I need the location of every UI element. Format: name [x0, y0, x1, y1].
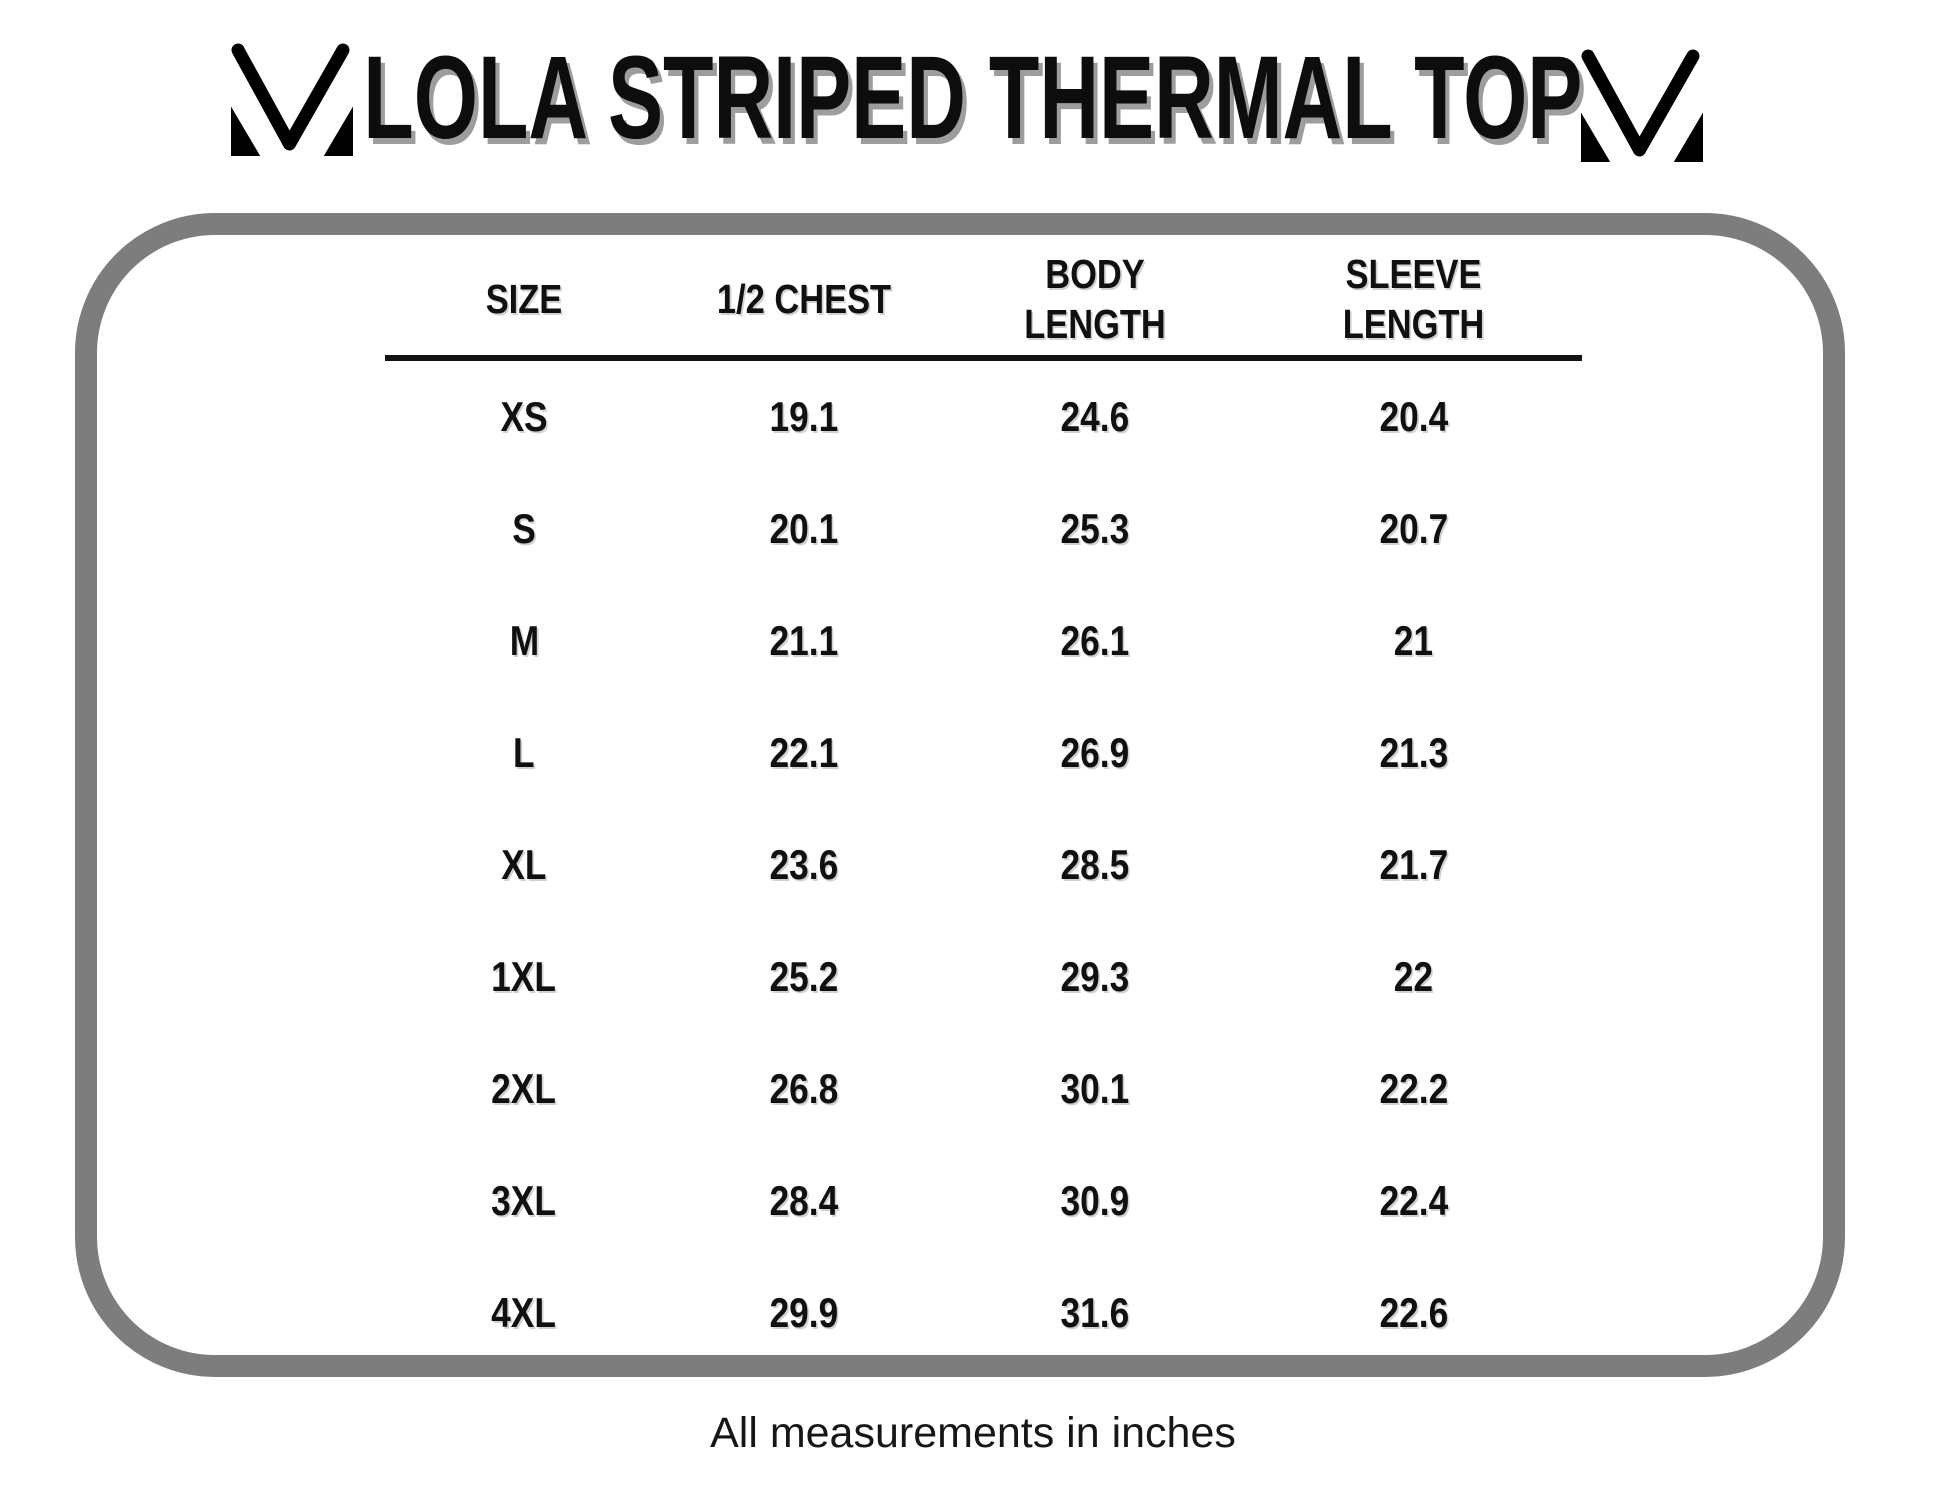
table-row: M 21.1 26.1 21	[385, 585, 1582, 697]
cell-size: 1XL	[491, 953, 557, 1000]
cell-body-length: 31.6	[1060, 1289, 1130, 1336]
cell-size: 2XL	[491, 1065, 557, 1112]
cell-size: M	[509, 617, 539, 664]
table-row: 1XL 25.2 29.3 22	[385, 921, 1582, 1033]
cell-sleeve-length: 21.3	[1379, 729, 1448, 776]
mv-monogram-icon	[231, 43, 353, 156]
cell-half-chest: 23.6	[769, 841, 839, 888]
column-header-half-chest: 1/2 CHEST	[716, 276, 892, 322]
cell-sleeve-length: 22	[1393, 953, 1434, 1000]
cell-sleeve-length: 20.4	[1379, 393, 1448, 440]
table-row: XL 23.6 28.5 21.7	[385, 809, 1582, 921]
cell-half-chest: 25.2	[769, 953, 839, 1000]
cell-sleeve-length: 21.7	[1379, 841, 1448, 888]
table-row: S 20.1 25.3 20.7	[385, 473, 1582, 585]
column-header-sleeve-length: SLEEVE LENGTH	[1342, 251, 1485, 347]
size-chart-frame	[75, 213, 1845, 1377]
table-row: L 22.1 26.9 21.3	[385, 697, 1582, 809]
cell-sleeve-length: 22.6	[1379, 1289, 1448, 1336]
cell-half-chest: 28.4	[769, 1177, 839, 1224]
size-chart-table: SIZE 1/2 CHEST BODY LENGTH SLEEVE LENGTH…	[385, 243, 1582, 1369]
cell-half-chest: 19.1	[769, 393, 839, 440]
table-row: 2XL 26.8 30.1 22.2	[385, 1033, 1582, 1145]
cell-size: S	[512, 505, 536, 552]
column-header-size: SIZE	[485, 276, 563, 322]
cell-sleeve-length: 22.2	[1379, 1065, 1448, 1112]
cell-size: 4XL	[491, 1289, 557, 1336]
cell-sleeve-length: 20.7	[1379, 505, 1448, 552]
cell-body-length: 26.9	[1060, 729, 1130, 776]
measurements-note: All measurements in inches	[710, 1409, 1236, 1457]
cell-sleeve-length: 21	[1393, 617, 1434, 664]
cell-half-chest: 22.1	[769, 729, 839, 776]
cell-half-chest: 29.9	[769, 1289, 839, 1336]
cell-size: XS	[500, 393, 548, 440]
cell-sleeve-length: 22.4	[1379, 1177, 1448, 1224]
column-header-body-length: BODY LENGTH	[1024, 251, 1166, 347]
cell-size: XL	[501, 841, 547, 888]
cell-body-length: 24.6	[1060, 393, 1130, 440]
cell-body-length: 25.3	[1060, 505, 1130, 552]
cell-body-length: 30.9	[1060, 1177, 1130, 1224]
table-header-row: SIZE 1/2 CHEST BODY LENGTH SLEEVE LENGTH	[385, 243, 1582, 355]
cell-body-length: 29.3	[1060, 953, 1130, 1000]
cell-body-length: 26.1	[1060, 617, 1130, 664]
cell-half-chest: 26.8	[769, 1065, 839, 1112]
header: LOLA STRIPED THERMAL TOP	[0, 32, 1946, 164]
page-title: LOLA STRIPED THERMAL TOP	[363, 32, 1583, 164]
table-row: 3XL 28.4 30.9 22.4	[385, 1145, 1582, 1257]
cell-size: L	[513, 729, 535, 776]
cell-body-length: 30.1	[1060, 1065, 1130, 1112]
table-row: 4XL 29.9 31.6 22.6	[385, 1257, 1582, 1369]
cell-half-chest: 20.1	[769, 505, 839, 552]
header-divider	[385, 355, 1582, 361]
cell-body-length: 28.5	[1060, 841, 1130, 888]
cell-size: 3XL	[491, 1177, 557, 1224]
table-row: XS 19.1 24.6 20.4	[385, 361, 1582, 473]
cell-half-chest: 21.1	[769, 617, 839, 664]
mv-monogram-icon	[1581, 49, 1703, 162]
